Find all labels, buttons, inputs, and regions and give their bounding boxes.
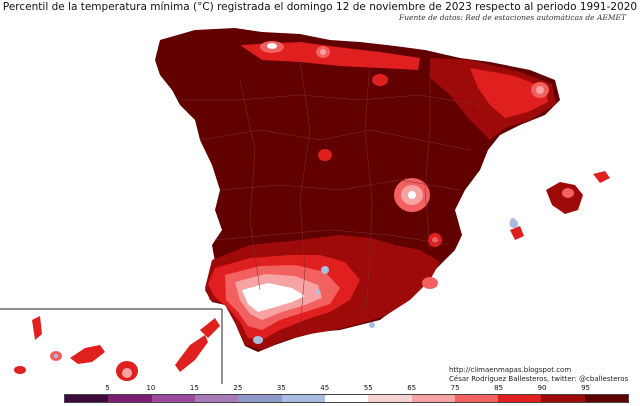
legend-tick-label: 10	[146, 384, 156, 392]
spot-p65-catalonia	[536, 86, 544, 94]
legend-swatch	[65, 395, 109, 402]
spot-p65-gran-canaria	[122, 368, 132, 378]
legend-swatch	[584, 395, 629, 402]
credit-url: http://climaenmapas.blogspot.com	[449, 366, 572, 374]
island-menorca	[593, 171, 610, 183]
legend-swatch	[108, 395, 152, 402]
spot-p85-burgos	[372, 74, 388, 86]
legend-tick-label: 55	[363, 384, 373, 392]
legend-color-bar	[64, 394, 629, 403]
legend-tick-label: 65	[407, 384, 417, 392]
spot-p55-galicia	[267, 43, 277, 49]
island-el-hierro	[14, 366, 26, 374]
spot-p65-leon	[320, 49, 326, 55]
legend-tick-label: 5	[105, 384, 110, 392]
cold-pocket-huelva	[253, 336, 263, 344]
island-fuerteventura	[175, 335, 208, 372]
cold-pocket-granada	[321, 266, 329, 274]
legend-tick-label: 25	[233, 384, 243, 392]
legend-tick-label: 90	[537, 384, 547, 392]
cold-pocket-jaen	[315, 289, 321, 295]
credit-author: César Rodríguez Ballesteros, twitter: @c…	[449, 375, 629, 383]
island-la-palma	[32, 316, 42, 340]
legend-swatch	[194, 395, 239, 402]
cold-pocket-almeria	[369, 322, 375, 328]
spot-p75-mallorca	[562, 188, 574, 198]
island-mallorca	[546, 182, 583, 214]
legend-tick-label: 15	[189, 384, 199, 392]
legend-tick-label: 85	[494, 384, 504, 392]
legend-tick-label: 75	[450, 384, 460, 392]
spot-p85-centre	[318, 149, 332, 161]
legend-swatch	[281, 395, 325, 402]
island-tenerife	[70, 345, 105, 364]
legend-swatch	[454, 395, 499, 402]
island-ibiza	[510, 226, 524, 240]
legend-swatch	[498, 395, 542, 402]
legend-swatch	[368, 395, 412, 402]
legend-swatch	[238, 395, 282, 402]
legend-tick-labels: 5 10 15 25 35 45 55 65 75 85 90 95	[64, 384, 629, 393]
map-title: Percentil de la temperatura mínima (°C) …	[2, 1, 638, 13]
spot-p45-la-gomera	[54, 354, 58, 358]
data-source-note: Fuente de datos: Red de estaciones autom…	[398, 13, 626, 22]
spot-p75-murcia	[422, 277, 438, 289]
legend-swatch	[411, 395, 455, 402]
region-p85-northeast	[470, 68, 548, 118]
legend-swatch	[324, 395, 369, 402]
island-lanzarote	[200, 318, 220, 338]
legend-swatch	[541, 395, 585, 402]
legend-tick-label: 45	[320, 384, 330, 392]
legend-tick-label: 35	[276, 384, 286, 392]
spot-p75-valencia	[432, 237, 438, 243]
region-p55-andalusia	[242, 283, 305, 312]
legend-swatch	[151, 395, 195, 402]
region-p85-north-coast	[240, 42, 420, 70]
spot-p45-ibiza	[512, 220, 518, 228]
province-boundaries	[180, 59, 481, 331]
legend-tick-label: 95	[581, 384, 590, 392]
spot-p55-madrid	[408, 191, 416, 199]
